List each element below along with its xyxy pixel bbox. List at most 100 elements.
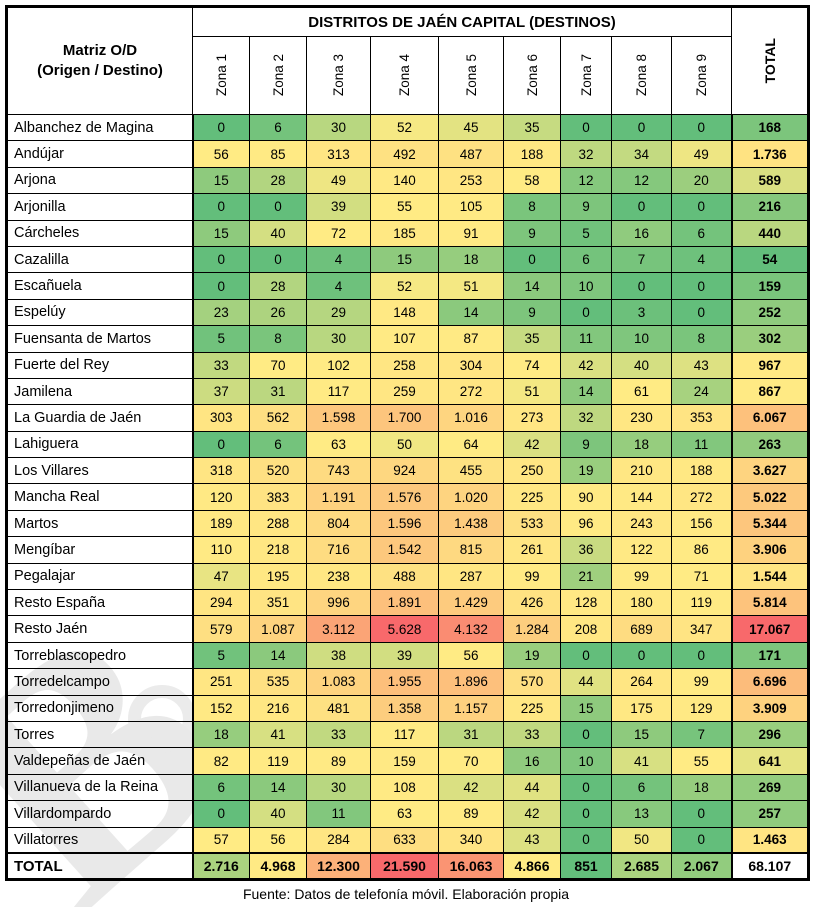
matrix-cell: 64 xyxy=(438,430,504,459)
row-total-cell: 3.906 xyxy=(730,536,809,564)
matrix-cell: 108 xyxy=(370,773,439,802)
matrix-cell: 99 xyxy=(611,562,672,591)
matrix-cell: 208 xyxy=(560,615,612,643)
matrix-cell: 487 xyxy=(438,140,504,168)
table-row: La Guardia de Jaén 303 562 1.598 1.700 1.016 2… xyxy=(6,404,809,432)
matrix-cell: 0 xyxy=(192,193,250,221)
col-total-cell: 2.716 xyxy=(192,852,250,881)
col-total-cell: 2.685 xyxy=(611,852,672,881)
matrix-cell: 29 xyxy=(306,298,371,327)
matrix-cell: 8 xyxy=(671,325,732,353)
matrix-cell: 57 xyxy=(192,826,250,854)
table-row: Torres 18 41 33 117 31 33 0 15 7 296 xyxy=(6,720,809,749)
matrix-cell: 175 xyxy=(611,694,672,722)
matrix-cell: 210 xyxy=(611,457,672,485)
table-row: Escañuela 0 28 4 52 51 14 10 0 0 159 xyxy=(6,272,809,300)
matrix-cell: 0 xyxy=(611,113,672,142)
matrix-cell: 31 xyxy=(438,720,504,749)
matrix-cell: 189 xyxy=(192,509,250,538)
table-row: Torredonjimeno 152 216 481 1.358 1.157 225 15 17… xyxy=(6,694,809,722)
zone-column-header: Zona 5 xyxy=(438,36,504,115)
matrix-cell: 16 xyxy=(611,219,672,247)
matrix-cell: 117 xyxy=(370,720,439,749)
matrix-cell: 1.542 xyxy=(370,536,439,564)
matrix-cell: 1.429 xyxy=(438,589,504,617)
matrix-cell: 37 xyxy=(192,377,250,406)
matrix-cell: 0 xyxy=(671,193,732,221)
matrix-cell: 70 xyxy=(249,351,307,379)
matrix-cell: 0 xyxy=(560,720,612,749)
table-row: Villatorres 57 56 284 633 340 43 0 50 0 1.463 xyxy=(6,826,809,854)
matrix-cell: 18 xyxy=(611,430,672,459)
matrix-cell: 0 xyxy=(671,826,732,854)
row-total-cell: 171 xyxy=(730,641,809,670)
row-total-cell: 159 xyxy=(730,272,809,300)
total-row-label: TOTAL xyxy=(6,852,194,881)
col-total-cell: 16.063 xyxy=(438,852,504,881)
matrix-cell: 40 xyxy=(249,219,307,247)
matrix-cell: 8 xyxy=(503,193,561,221)
zone-column-header: Zona 6 xyxy=(503,36,561,115)
matrix-cell: 18 xyxy=(671,773,732,802)
zone-column-header-text: Zona 1 xyxy=(213,54,229,97)
matrix-cell: 70 xyxy=(438,747,504,775)
matrix-cell: 43 xyxy=(503,826,561,854)
row-total-cell: 269 xyxy=(730,773,809,802)
matrix-cell: 815 xyxy=(438,536,504,564)
matrix-cell: 1.891 xyxy=(370,589,439,617)
matrix-cell: 6 xyxy=(249,113,307,142)
matrix-cell: 9 xyxy=(503,219,561,247)
row-total-cell: 168 xyxy=(730,113,809,142)
total-row: TOTAL 2.716 4.968 12.300 21.590 16.063 4.866 85… xyxy=(6,852,809,881)
matrix-cell: 488 xyxy=(370,562,439,591)
matrix-cell: 1.955 xyxy=(370,668,439,696)
matrix-cell: 16 xyxy=(503,747,561,775)
matrix-cell: 10 xyxy=(560,272,612,300)
zone-column-header: Zona 9 xyxy=(671,36,732,115)
matrix-cell: 6 xyxy=(192,773,250,802)
matrix-cell: 225 xyxy=(503,483,561,511)
matrix-cell: 5 xyxy=(560,219,612,247)
table-row: Mancha Real 120 383 1.191 1.576 1.020 225 90 144… xyxy=(6,483,809,511)
zone-column-header: Zona 1 xyxy=(192,36,250,115)
matrix-cell: 33 xyxy=(503,720,561,749)
matrix-cell: 15 xyxy=(192,219,250,247)
matrix-cell: 41 xyxy=(249,720,307,749)
row-total-cell: 641 xyxy=(730,747,809,775)
destinations-title: DISTRITOS DE JAÉN CAPITAL (DESTINOS) xyxy=(192,6,732,37)
row-name: La Guardia de Jaén xyxy=(6,404,194,432)
table-row: Resto España 294 351 996 1.891 1.429 426 128 180… xyxy=(6,589,809,617)
matrix-cell: 14 xyxy=(503,272,561,300)
matrix-cell: 1.284 xyxy=(503,615,561,643)
matrix-cell: 0 xyxy=(560,298,612,327)
table-row: Albanchez de Magina 0 6 30 52 45 35 0 0 0 168 xyxy=(6,113,809,142)
matrix-cell: 533 xyxy=(503,509,561,538)
matrix-cell: 4 xyxy=(306,272,371,300)
zone-column-header-text: Zona 5 xyxy=(463,54,479,97)
zone-column-header-text: Zona 8 xyxy=(634,54,649,97)
row-name: Arjona xyxy=(6,166,194,195)
row-name: Torres xyxy=(6,720,194,749)
matrix-cell: 107 xyxy=(370,325,439,353)
matrix-cell: 49 xyxy=(306,166,371,195)
row-name: Espelúy xyxy=(6,298,194,327)
matrix-cell: 49 xyxy=(671,140,732,168)
row-total-cell: 257 xyxy=(730,800,809,828)
col-total-cell: 851 xyxy=(560,852,612,881)
matrix-cell: 264 xyxy=(611,668,672,696)
matrix-cell: 14 xyxy=(249,641,307,670)
matrix-cell: 258 xyxy=(370,351,439,379)
matrix-cell: 238 xyxy=(306,562,371,591)
matrix-cell: 32 xyxy=(560,404,612,432)
matrix-cell: 63 xyxy=(370,800,439,828)
matrix-cell: 159 xyxy=(370,747,439,775)
zone-column-header-text: Zona 7 xyxy=(578,54,594,97)
matrix-cell: 56 xyxy=(249,826,307,854)
total-header-text: TOTAL xyxy=(761,38,778,84)
table-row: Torreblascopedro 5 14 38 39 56 19 0 0 0 171 xyxy=(6,641,809,670)
matrix-cell: 188 xyxy=(671,457,732,485)
table-row: Resto Jaén 579 1.087 3.112 5.628 4.132 1.284 20… xyxy=(6,615,809,643)
matrix-cell: 63 xyxy=(306,430,371,459)
matrix-cell: 0 xyxy=(560,773,612,802)
